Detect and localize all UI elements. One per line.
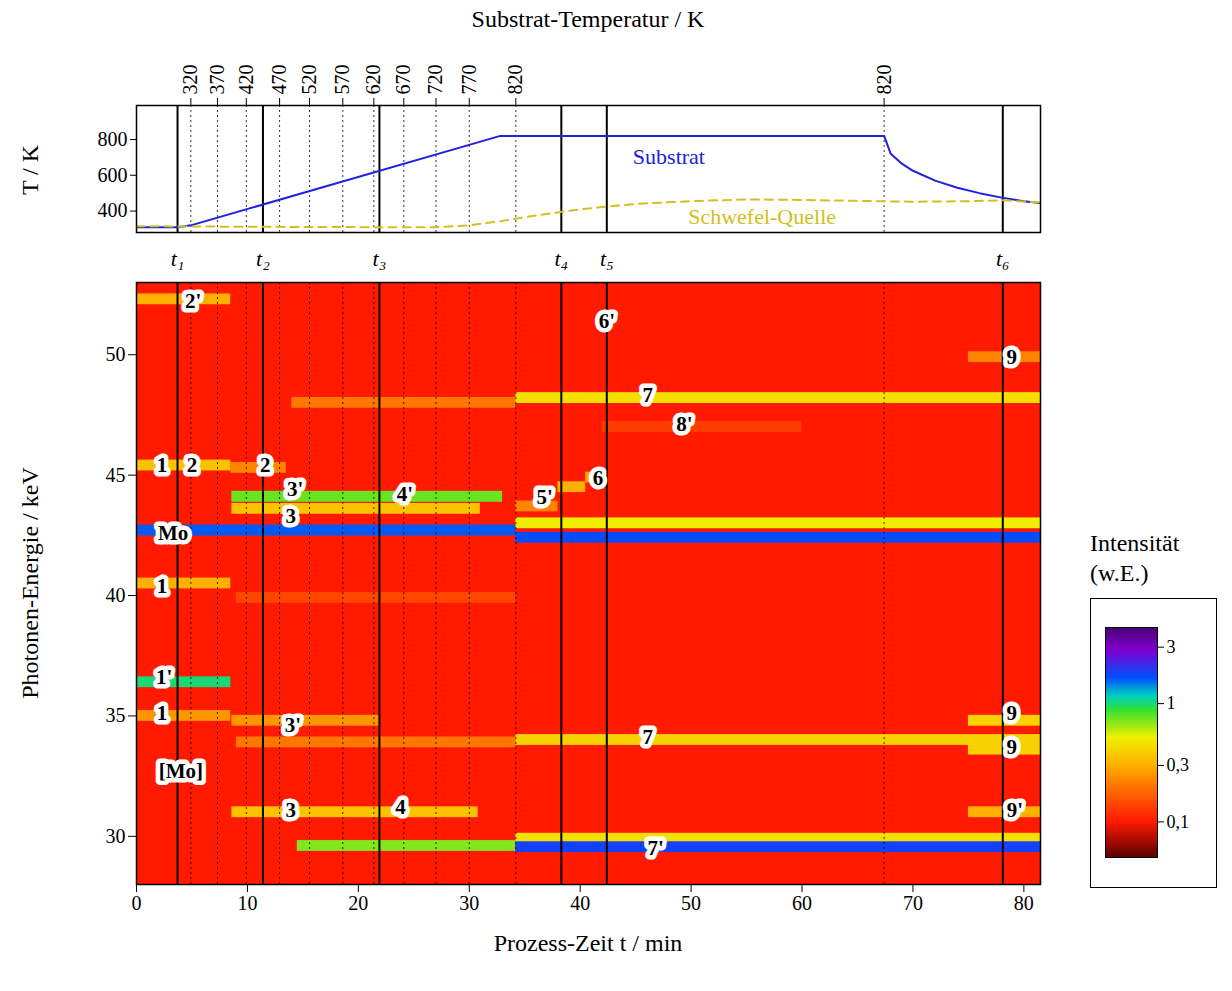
svg-text:2: 2 — [260, 453, 271, 477]
svg-text:370: 370 — [206, 65, 228, 95]
svg-text:Schwefel-Quelle: Schwefel-Quelle — [688, 204, 836, 229]
svg-text:3: 3 — [285, 504, 296, 528]
svg-text:3': 3' — [287, 477, 303, 501]
svg-text:770: 770 — [458, 65, 480, 95]
svg-text:Mo: Mo — [158, 521, 188, 545]
svg-text:t₆: t₆ — [996, 246, 1010, 271]
svg-text:0,3: 0,3 — [1167, 755, 1190, 775]
svg-text:70: 70 — [903, 892, 923, 914]
svg-text:t₄: t₄ — [554, 246, 568, 271]
svg-text:3': 3' — [285, 713, 301, 737]
svg-text:2: 2 — [187, 453, 198, 477]
svg-text:10: 10 — [237, 892, 257, 914]
svg-text:820: 820 — [504, 65, 526, 95]
svg-text:0,1: 0,1 — [1167, 812, 1190, 832]
svg-text:60: 60 — [792, 892, 812, 914]
svg-text:80: 80 — [1014, 892, 1034, 914]
svg-text:2': 2' — [185, 289, 201, 313]
svg-text:30: 30 — [459, 892, 479, 914]
svg-text:8': 8' — [676, 412, 692, 436]
svg-text:7: 7 — [643, 725, 654, 749]
svg-text:1: 1 — [1167, 693, 1176, 713]
svg-text:Substrat: Substrat — [633, 144, 705, 169]
html-text:Substrat-Temperatur / K: Substrat-Temperatur / K — [471, 6, 705, 32]
svg-text:t₅: t₅ — [600, 246, 614, 271]
svg-text:6': 6' — [599, 309, 615, 333]
svg-text:520: 520 — [298, 65, 320, 95]
svg-text:6: 6 — [593, 466, 604, 490]
svg-text:1': 1' — [156, 665, 172, 689]
svg-text:40: 40 — [106, 584, 126, 606]
svg-text:7: 7 — [643, 383, 654, 407]
svg-text:30: 30 — [106, 825, 126, 847]
svg-text:3: 3 — [285, 798, 296, 822]
svg-text:40: 40 — [570, 892, 590, 914]
svg-text:45: 45 — [106, 464, 126, 486]
svg-text:720: 720 — [424, 65, 446, 95]
svg-text:1: 1 — [157, 701, 168, 725]
html-text:Prozess-Zeit t / min: Prozess-Zeit t / min — [493, 930, 683, 956]
svg-text:35: 35 — [106, 704, 126, 726]
html-text:T / K: T / K — [16, 144, 43, 196]
svg-text:9: 9 — [1006, 345, 1017, 369]
svg-text:320: 320 — [179, 65, 201, 95]
svg-text:4': 4' — [397, 482, 413, 506]
svg-text:570: 570 — [331, 65, 353, 95]
svg-text:7': 7' — [647, 836, 663, 860]
svg-text:9: 9 — [1006, 735, 1017, 759]
svg-text:1: 1 — [157, 574, 168, 598]
svg-text:820: 820 — [873, 65, 895, 95]
svg-text:400: 400 — [98, 199, 128, 221]
html-text:Intensität (w.E.): Intensität (w.E.) — [1090, 530, 1180, 586]
html-text:Photonen-Energie / keV: Photonen-Energie / keV — [16, 467, 43, 699]
svg-text:1: 1 — [157, 453, 168, 477]
svg-text:t₂: t₂ — [256, 246, 270, 271]
svg-text:670: 670 — [392, 65, 414, 95]
svg-text:4: 4 — [395, 795, 406, 819]
svg-text:470: 470 — [268, 65, 290, 95]
svg-text:5': 5' — [537, 485, 553, 509]
svg-text:9: 9 — [1006, 701, 1017, 725]
svg-text:t₁: t₁ — [171, 246, 185, 271]
svg-text:20: 20 — [348, 892, 368, 914]
svg-text:3: 3 — [1167, 637, 1176, 657]
svg-text:9': 9' — [1007, 798, 1023, 822]
svg-text:600: 600 — [98, 164, 128, 186]
svg-text:t₃: t₃ — [373, 246, 387, 271]
svg-text:620: 620 — [362, 65, 384, 95]
svg-text:50: 50 — [681, 892, 701, 914]
svg-text:800: 800 — [98, 128, 128, 150]
svg-text:420: 420 — [235, 65, 257, 95]
svg-text:[Mo]: [Mo] — [159, 759, 203, 783]
svg-text:0: 0 — [132, 892, 142, 914]
svg-text:50: 50 — [106, 343, 126, 365]
